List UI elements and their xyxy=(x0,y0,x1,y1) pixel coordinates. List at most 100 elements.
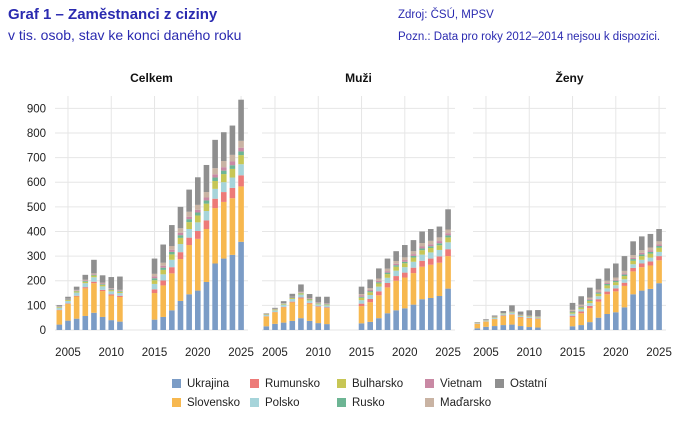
y-tick-label: 600 xyxy=(27,177,46,189)
bar-segment xyxy=(229,187,236,199)
bar-segment xyxy=(220,167,227,171)
bar-segment xyxy=(367,288,373,290)
bar-segment xyxy=(358,323,365,330)
bar-segment xyxy=(117,290,123,292)
bar-segment xyxy=(289,298,296,302)
bar-segment xyxy=(367,302,373,322)
bar-segment xyxy=(108,289,115,291)
bar-segment xyxy=(99,284,106,285)
bar-segment xyxy=(212,263,218,330)
bar-segment xyxy=(358,303,365,307)
bar-segment xyxy=(82,274,89,280)
bar-segment xyxy=(177,228,184,233)
bar-segment xyxy=(656,246,662,248)
bar-segment xyxy=(367,279,373,289)
bar-segment xyxy=(306,299,313,301)
bar-segment xyxy=(298,294,304,298)
bar-segment xyxy=(526,318,533,328)
bar-segment xyxy=(238,140,244,148)
bar-segment xyxy=(587,299,593,301)
bar-segment xyxy=(263,314,270,317)
legend-label: Polsko xyxy=(265,397,300,409)
bar-segment xyxy=(108,320,115,330)
legend-item: Polsko xyxy=(250,397,300,409)
bar-segment xyxy=(229,165,236,169)
bar-segment xyxy=(272,307,278,309)
bar-segment xyxy=(73,292,80,296)
bar-segment xyxy=(91,275,97,278)
bar-segment xyxy=(656,247,662,252)
bar-segment xyxy=(229,254,236,330)
bar-segment xyxy=(195,230,201,239)
bar-segment xyxy=(630,264,636,268)
bar-segment xyxy=(306,294,313,298)
bar-segment xyxy=(647,288,654,330)
bar-segment xyxy=(229,154,236,162)
bar-segment xyxy=(169,246,175,250)
bar-segment xyxy=(82,281,89,284)
bar-segment xyxy=(212,188,218,199)
legend-label: Bulharsko xyxy=(352,378,404,390)
bar-segment xyxy=(427,258,434,265)
bar-segment xyxy=(376,295,382,319)
bar-segment xyxy=(445,288,451,330)
bar-segment xyxy=(91,283,97,313)
bar-segment xyxy=(91,277,97,282)
x-tick-label: 2020 xyxy=(392,347,418,359)
bar-segment xyxy=(151,283,158,290)
legend-swatch xyxy=(425,379,434,388)
y-tick-label: 500 xyxy=(27,202,46,214)
bar-segment xyxy=(445,256,451,289)
bar-segment xyxy=(436,245,443,250)
bar-segment xyxy=(324,307,330,309)
bar-segment xyxy=(604,294,610,314)
bar-segment xyxy=(82,280,89,281)
bar-segment xyxy=(169,267,175,274)
bar-segment xyxy=(587,322,593,330)
bar-segment xyxy=(427,252,434,259)
bar-segment xyxy=(517,311,524,315)
bar-segment xyxy=(195,238,201,291)
bar-segment xyxy=(647,251,654,254)
panel-title: Muži xyxy=(345,71,372,85)
bar-segment xyxy=(169,225,175,247)
bar-segment xyxy=(587,300,593,304)
bar-segment xyxy=(630,259,636,261)
bar-segment xyxy=(177,300,184,330)
bar-segment xyxy=(410,251,417,255)
bar-segment xyxy=(419,266,425,300)
bar-segment xyxy=(289,301,296,303)
bar-segment xyxy=(358,297,365,301)
bar-segment xyxy=(535,318,541,328)
bar-segment xyxy=(410,254,417,256)
bar-segment xyxy=(306,303,313,321)
bar-segment xyxy=(177,252,184,260)
bar-segment xyxy=(638,250,645,253)
bar-segment xyxy=(169,273,175,311)
bar-segment xyxy=(220,201,227,259)
bar-segment xyxy=(151,280,158,284)
bar-segment xyxy=(108,277,115,289)
bar-segment xyxy=(436,243,443,246)
bar-segment xyxy=(73,296,80,319)
bar-segment xyxy=(306,302,313,304)
bar-segment xyxy=(151,289,158,294)
y-tick-label: 700 xyxy=(27,153,46,165)
bar-segment xyxy=(595,317,602,330)
bar-segment xyxy=(117,291,123,292)
bar-segment xyxy=(402,308,408,330)
bar-segment xyxy=(376,318,382,330)
bar-segment xyxy=(298,293,304,295)
bar-segment xyxy=(427,229,434,241)
bar-segment xyxy=(621,273,628,275)
bar-segment xyxy=(117,291,123,294)
bar-segment xyxy=(410,255,417,258)
bar-segment xyxy=(613,263,619,278)
bar-segment xyxy=(647,253,654,258)
bar-segment xyxy=(419,260,425,267)
bar-segment xyxy=(82,287,89,289)
x-tick-label: 2015 xyxy=(560,347,586,359)
bar-segment xyxy=(578,307,584,310)
panel-title: Celkem xyxy=(130,71,173,85)
legend-swatch xyxy=(495,379,504,388)
